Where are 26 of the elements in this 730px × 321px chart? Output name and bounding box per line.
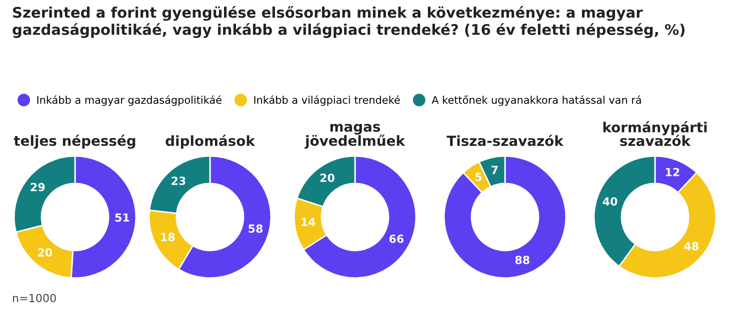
text: n=1000 (13, 294, 56, 302)
data-label: 18 (161, 232, 175, 242)
legend-label: Inkább a magyar gazdaságpolitikáé (37, 95, 222, 106)
data-label: 40 (602, 197, 618, 206)
chart-title: diplomások (166, 134, 256, 149)
donut-slice (443, 155, 567, 279)
text: teljes népesség (14, 134, 136, 149)
data-label: 23 (172, 176, 186, 186)
chart-title: Tisza-szavazók (446, 134, 564, 146)
chart-title: kormánypárti szavazók (603, 121, 707, 146)
data-label: 88 (515, 256, 530, 264)
data-label: 20 (38, 248, 52, 257)
data-label: 66 (389, 234, 404, 243)
data-label: 58 (248, 224, 263, 233)
data-label: 5 (475, 172, 482, 182)
chart-title: magas jövedelműek (304, 124, 406, 149)
data-label: 12 (666, 168, 680, 176)
text: Szerinted a forint gyengülése elsősorban minek a következménye: a magyar gazdaságpolitikáé, vagy inkább a világpiaci trendeké? (16 év feletti népesség, %) (12, 6, 685, 38)
data-label: 48 (684, 242, 698, 250)
legend-label: Inkább a világpiaci trendeké (254, 95, 400, 106)
data-label: 14 (302, 218, 316, 226)
legend-label: A kettőnek ugyanakkora hatással van rá (432, 95, 641, 106)
data-label: 7 (492, 166, 498, 174)
data-label: 51 (115, 213, 130, 222)
data-label: 29 (30, 182, 45, 192)
data-label: 20 (320, 174, 334, 182)
